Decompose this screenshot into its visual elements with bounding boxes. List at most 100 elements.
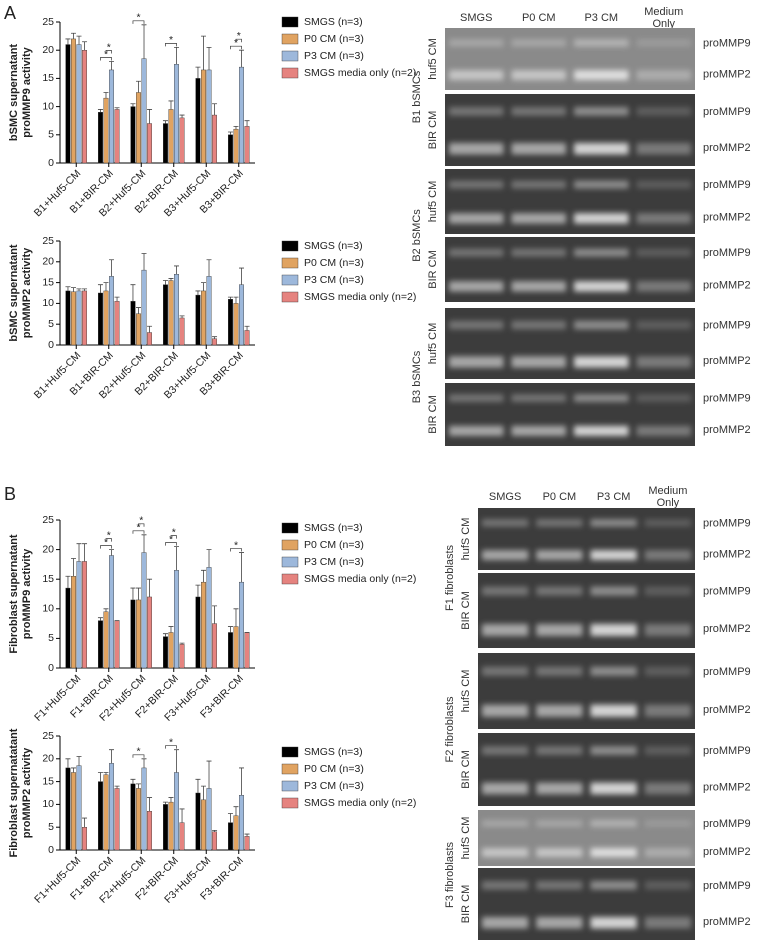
bar	[239, 66, 244, 164]
gel-band	[449, 180, 504, 189]
gel-band	[511, 180, 566, 189]
y-axis-label: bSMC supernatant	[8, 244, 20, 342]
bar	[168, 109, 174, 164]
significance-bracket	[230, 45, 242, 50]
legend-label: P3 CM (n=3)	[304, 50, 364, 62]
y-tick-label: 5	[48, 821, 54, 833]
bar	[147, 811, 152, 851]
legend-swatch	[281, 763, 299, 775]
error-bar	[135, 783, 141, 789]
bar	[212, 114, 217, 164]
error-bar	[233, 608, 239, 627]
significance-bracket	[235, 38, 242, 43]
bar	[103, 774, 109, 851]
gel-band	[511, 213, 566, 224]
gel-band	[644, 624, 691, 636]
gel-band	[482, 916, 529, 929]
gel-band	[536, 666, 583, 676]
gel-band	[449, 320, 504, 330]
bar	[76, 44, 82, 164]
error-bar	[82, 543, 88, 562]
gel-band	[636, 356, 691, 368]
bar	[227, 299, 233, 346]
y-tick-label: 20	[42, 44, 54, 56]
gel-band	[590, 916, 637, 929]
bar	[82, 290, 88, 346]
gel-band-label: proMMP2	[703, 142, 751, 154]
y-axis-label: proMMP9 activity	[21, 548, 33, 639]
gel-row-label: hufS CM	[460, 670, 472, 713]
gel-row-label: hufS CM	[460, 518, 472, 561]
bar	[136, 788, 141, 851]
gel-image	[478, 653, 695, 729]
gel-band-label: proMMP2	[703, 280, 751, 292]
gel-row-label: BIR CM	[427, 250, 439, 289]
bar	[206, 276, 212, 346]
error-bar	[97, 772, 103, 782]
error-bar	[141, 534, 147, 553]
gel-band-label: proMMP2	[703, 424, 751, 436]
legend-label: SMGS media only (n=2)	[304, 291, 416, 303]
error-bar	[82, 288, 88, 291]
bar	[65, 44, 71, 164]
gel-band-label: proMMP9	[703, 745, 751, 757]
bar	[114, 788, 120, 851]
gel-band-label: proMMP9	[703, 106, 751, 118]
bar	[239, 795, 244, 851]
gel-band	[482, 848, 529, 858]
significance-label: *	[169, 34, 173, 46]
error-bar	[179, 114, 185, 118]
gel-band	[536, 704, 583, 717]
bar	[76, 290, 82, 346]
error-bar	[65, 286, 71, 291]
gel-band	[574, 281, 629, 292]
error-bar	[76, 756, 82, 766]
error-bar	[212, 336, 218, 339]
y-tick-label: 20	[42, 753, 54, 765]
error-bar	[168, 626, 174, 633]
bar	[179, 317, 185, 346]
y-tick-label: 15	[42, 276, 54, 288]
gel-band	[511, 281, 566, 292]
bar	[97, 112, 103, 164]
bar	[130, 301, 136, 346]
error-bar	[195, 290, 201, 296]
gel-band	[511, 248, 566, 257]
error-bar	[109, 749, 115, 764]
bar	[130, 599, 136, 669]
bar	[109, 763, 114, 851]
bar	[82, 561, 88, 669]
bar	[71, 772, 76, 851]
error-bar	[227, 131, 233, 135]
error-bar	[135, 80, 141, 93]
gel-band	[636, 281, 691, 292]
gel-row-label: BIR CM	[460, 591, 472, 630]
legend-swatch	[281, 797, 299, 809]
gel-band	[449, 425, 504, 436]
legend-label: P3 CM (n=3)	[304, 556, 364, 568]
error-bar	[130, 587, 136, 600]
error-bar	[233, 296, 239, 304]
significance-label: *	[136, 746, 140, 758]
bar	[97, 620, 103, 669]
error-bar	[103, 92, 109, 99]
significance-label: *	[136, 12, 140, 24]
gel-band	[644, 820, 691, 827]
y-axis-label: Fibroblast supernatant	[8, 534, 20, 654]
y-tick-label: 25	[42, 16, 54, 28]
bar	[103, 97, 109, 164]
gel-band	[511, 356, 566, 368]
legend-label: P0 CM (n=3)	[304, 763, 364, 775]
bar	[76, 765, 82, 851]
gel-band	[511, 142, 566, 155]
error-bar	[162, 801, 168, 805]
bar	[195, 596, 201, 669]
gel-band	[482, 550, 529, 561]
gel-band-label: proMMP9	[703, 666, 751, 678]
bar	[114, 620, 120, 669]
gel-band	[644, 586, 691, 596]
bar	[195, 78, 201, 164]
legend-label: P0 CM (n=3)	[304, 33, 364, 45]
gel-image	[478, 810, 695, 866]
gel-band	[536, 519, 583, 527]
